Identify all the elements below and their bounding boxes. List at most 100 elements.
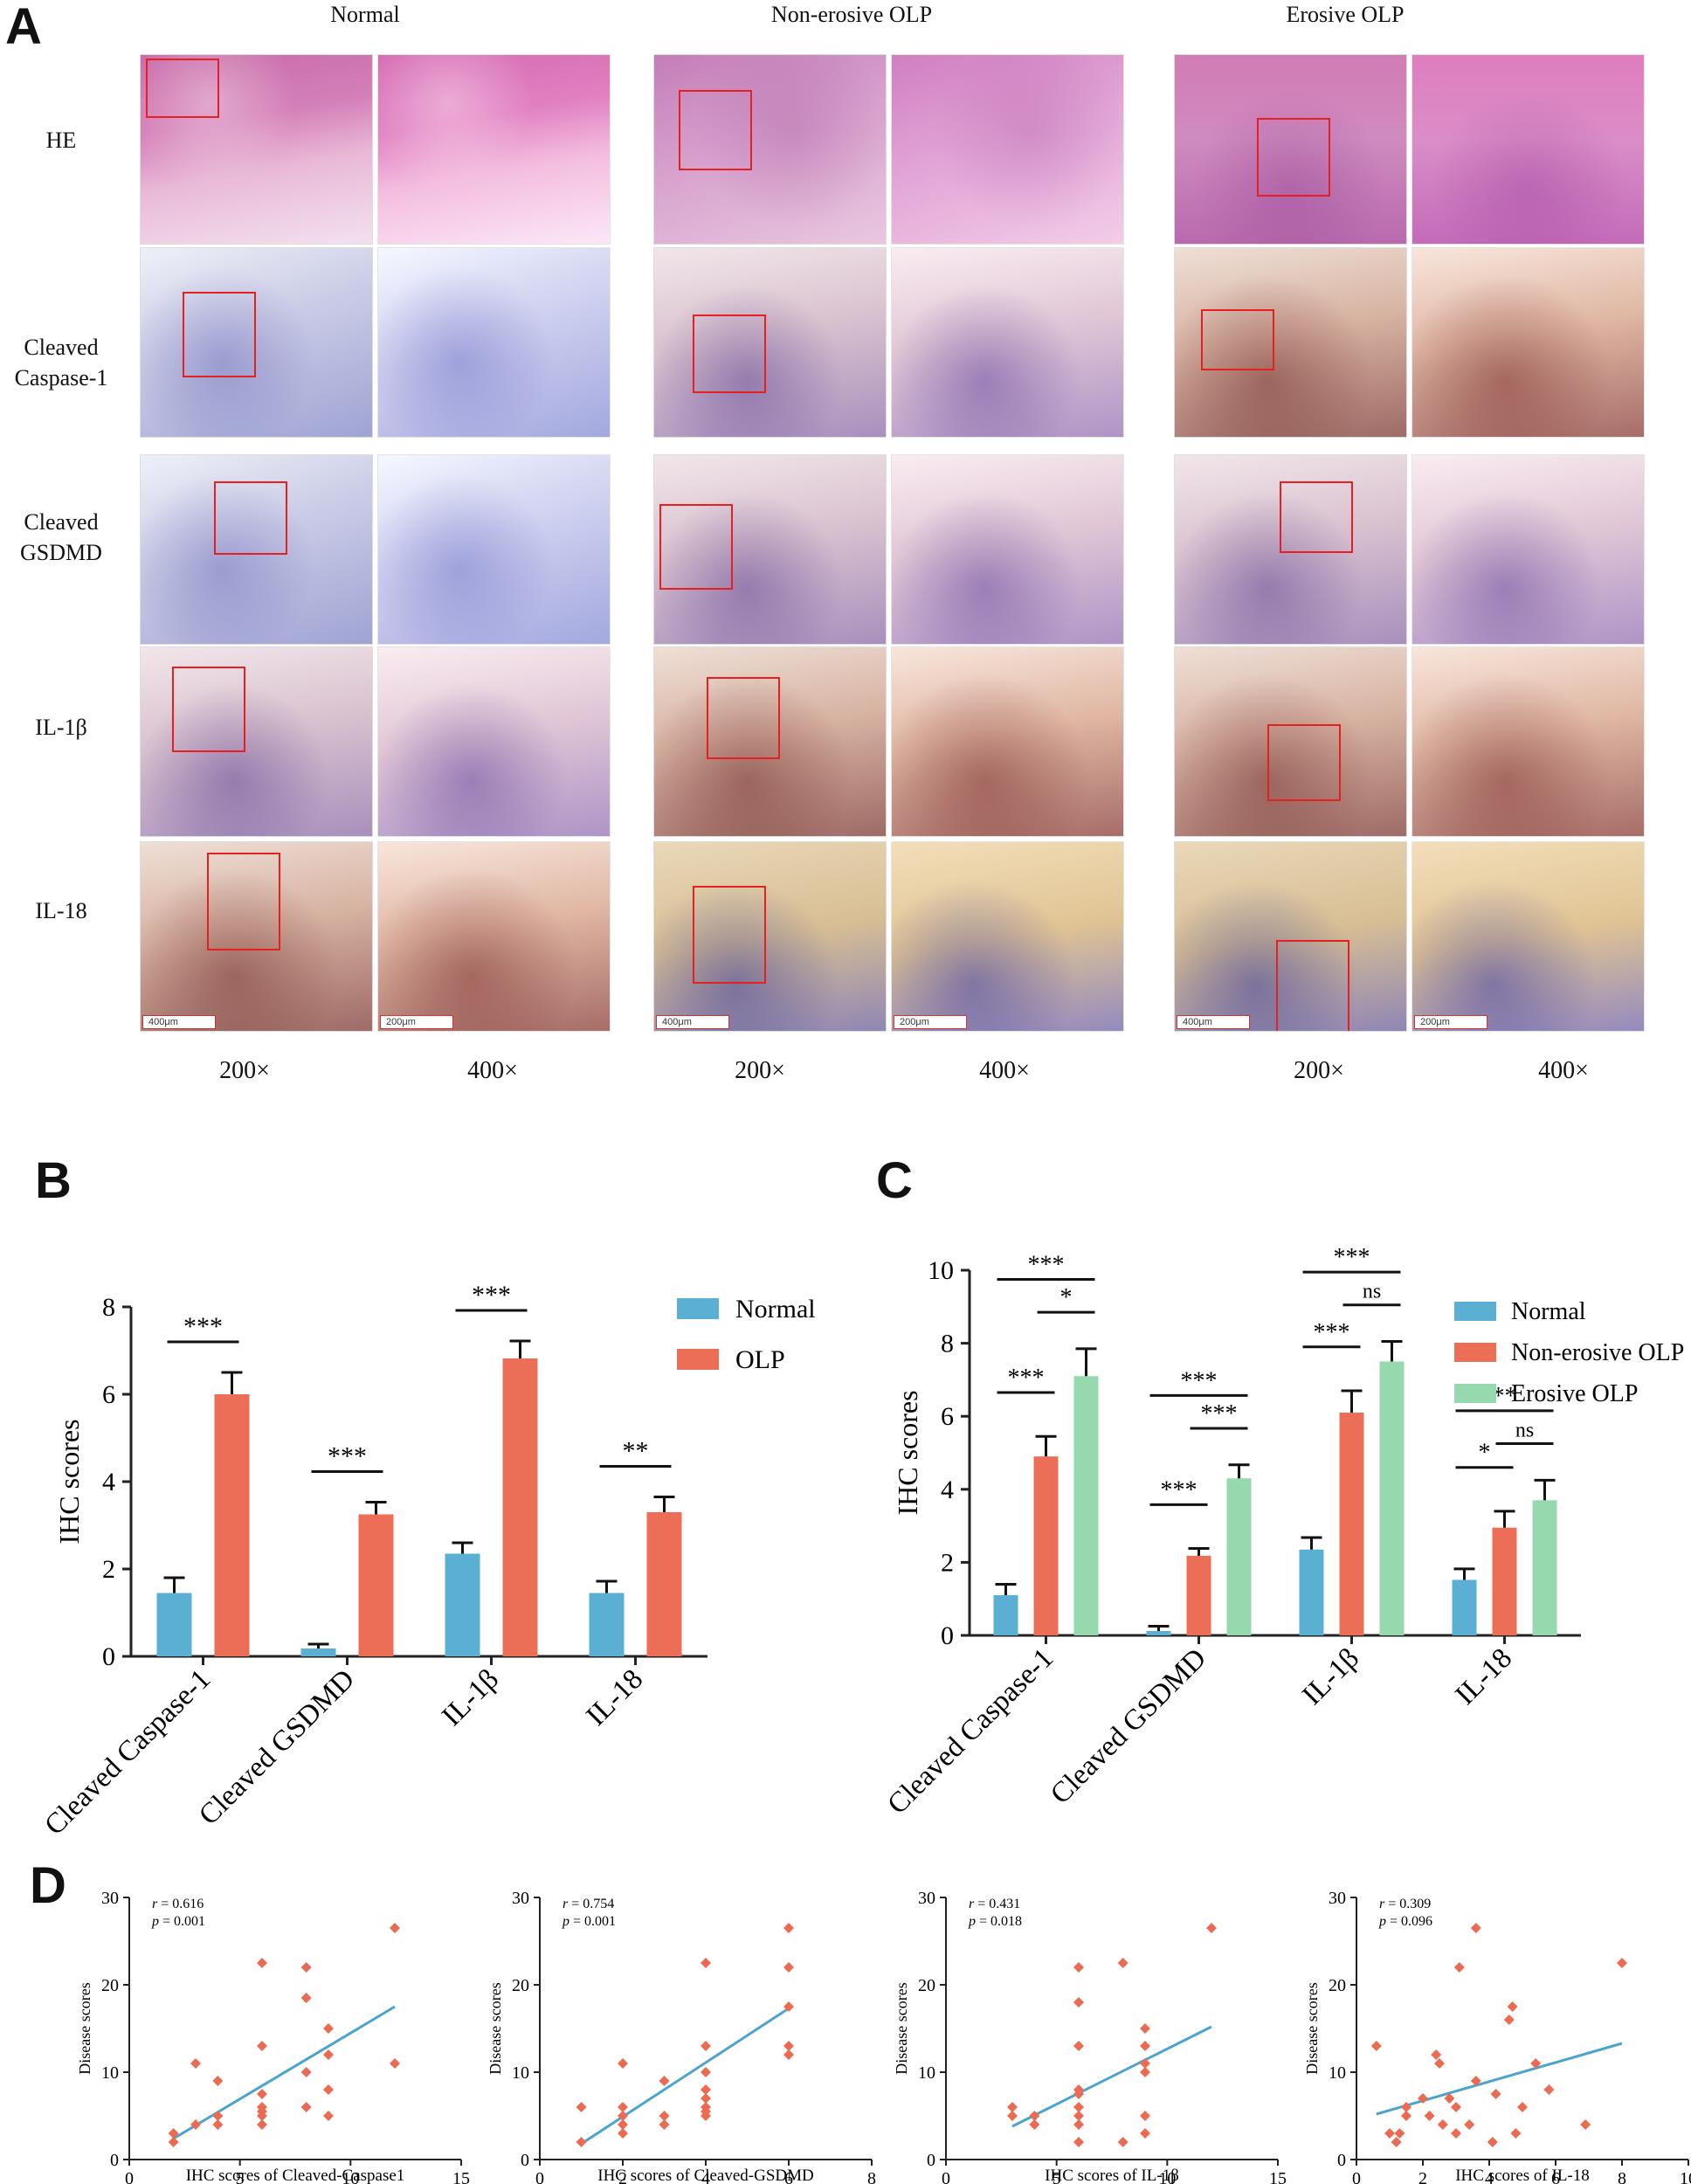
bar bbox=[214, 1394, 250, 1656]
r-statistic: r = 0.616 bbox=[152, 1897, 204, 1911]
zoom-region-box bbox=[1276, 940, 1349, 1031]
x-axis-label: IHC scores of Cleaved-Caspase1 bbox=[186, 2167, 405, 2184]
y-tick-label: 8 bbox=[941, 1330, 954, 1358]
zoom-region-box bbox=[183, 292, 256, 377]
data-point bbox=[1503, 2015, 1515, 2025]
data-point bbox=[618, 2128, 628, 2139]
data-point bbox=[576, 2137, 587, 2147]
data-point bbox=[1464, 2119, 1475, 2130]
y-tick-label: 2 bbox=[102, 1555, 115, 1584]
data-point bbox=[1370, 2041, 1382, 2051]
y-tick-label: 30 bbox=[512, 1889, 529, 1908]
data-point bbox=[701, 1958, 711, 1968]
r-statistic: r = 0.309 bbox=[1379, 1897, 1431, 1911]
data-point bbox=[1424, 2111, 1435, 2121]
significance-label: *** bbox=[183, 1312, 223, 1341]
p-statistic: p = 0.096 bbox=[1378, 1914, 1432, 1929]
zoom-region-box bbox=[659, 504, 733, 590]
bar bbox=[1226, 1478, 1252, 1635]
micrograph-400x bbox=[377, 247, 611, 438]
data-point bbox=[783, 2049, 794, 2060]
zoom-region-box bbox=[214, 481, 287, 555]
col-header-normal: Normal bbox=[330, 2, 400, 27]
data-point bbox=[257, 1958, 267, 1968]
bar bbox=[1299, 1549, 1324, 1635]
mag-label-erosive-200: 200× bbox=[1294, 1057, 1344, 1084]
micrograph-400x bbox=[891, 247, 1124, 438]
significance-label: * bbox=[1479, 1440, 1491, 1467]
data-point bbox=[659, 2111, 670, 2121]
data-point bbox=[1487, 2137, 1498, 2147]
mag-label-nonerosive-400: 400× bbox=[979, 1057, 1030, 1084]
bar bbox=[502, 1358, 538, 1656]
y-tick-label: 4 bbox=[941, 1476, 954, 1504]
significance-label: ns bbox=[1363, 1281, 1381, 1303]
regression-line bbox=[172, 2005, 396, 2140]
legend-label: Non-erosive OLP bbox=[1511, 1339, 1684, 1366]
data-point bbox=[1029, 2119, 1040, 2130]
data-point bbox=[1140, 2128, 1150, 2139]
significance-label: * bbox=[1060, 1284, 1073, 1311]
data-point bbox=[1437, 2119, 1448, 2130]
bar bbox=[1186, 1555, 1211, 1635]
x-tick-label: 0 bbox=[1352, 2169, 1361, 2184]
x-tick-label: 4 bbox=[1485, 2169, 1494, 2184]
data-point bbox=[1073, 1997, 1084, 2008]
legend-swatch bbox=[1454, 1302, 1496, 1321]
bar bbox=[1146, 1630, 1171, 1635]
significance-label: *** bbox=[1334, 1244, 1370, 1271]
significance-label: *** bbox=[1201, 1400, 1238, 1427]
data-point bbox=[618, 2119, 628, 2130]
data-point bbox=[1580, 2119, 1591, 2130]
data-point bbox=[212, 2076, 224, 2086]
y-tick-label: 0 bbox=[1337, 2151, 1346, 2170]
micrograph-200x: 400μm bbox=[140, 841, 373, 1032]
chart-d4: 0 10 20 30 0 2 4 6 8 10 Disease scores IHC scores o… bbox=[1303, 1889, 1691, 2184]
mag-label-normal-200: 200× bbox=[219, 1057, 270, 1084]
data-point bbox=[390, 2058, 400, 2069]
significance-label: *** bbox=[1181, 1367, 1218, 1394]
y-tick-label: 20 bbox=[918, 1976, 935, 1995]
data-point bbox=[300, 2067, 312, 2077]
data-point bbox=[190, 2119, 201, 2130]
data-point bbox=[659, 2076, 670, 2086]
y-tick-label: 4 bbox=[102, 1468, 115, 1496]
y-tick-label: 10 bbox=[918, 2063, 935, 2083]
micrograph-200x: 400μm bbox=[653, 841, 887, 1032]
data-point bbox=[257, 2041, 267, 2051]
data-point bbox=[1530, 2058, 1542, 2069]
data-point bbox=[1007, 2102, 1018, 2112]
y-tick-label: 6 bbox=[941, 1402, 954, 1431]
data-point bbox=[212, 2119, 224, 2130]
data-point bbox=[257, 2102, 267, 2112]
zoom-region-box bbox=[707, 677, 780, 759]
scalebar-200um: 200μm bbox=[894, 1015, 967, 1029]
data-point bbox=[1073, 2084, 1084, 2095]
y-axis-label: IHC scores bbox=[892, 1390, 923, 1515]
x-tick-label: 5 bbox=[1053, 2169, 1061, 2184]
y-tick-label: 20 bbox=[101, 1976, 119, 1995]
data-point bbox=[701, 2041, 711, 2051]
zoom-region-box bbox=[679, 90, 752, 170]
scalebar-400um: 400μm bbox=[142, 1015, 216, 1029]
data-point bbox=[300, 2102, 312, 2112]
zoom-region-box bbox=[1257, 118, 1330, 197]
data-point bbox=[212, 2111, 224, 2121]
data-point bbox=[1507, 2001, 1518, 2012]
data-point bbox=[323, 2049, 334, 2060]
x-tick-label: Cleaved Caspase-1 bbox=[882, 1642, 1060, 1821]
data-point bbox=[1029, 2111, 1040, 2121]
micrograph-200x bbox=[1174, 247, 1407, 438]
data-point bbox=[168, 2128, 179, 2139]
data-point bbox=[1391, 2137, 1402, 2147]
data-point bbox=[1140, 2023, 1150, 2034]
data-point bbox=[1451, 2128, 1461, 2139]
legend-label: OLP bbox=[735, 1345, 785, 1374]
panel-d-letter: D bbox=[30, 1857, 66, 1914]
data-point bbox=[1401, 2102, 1411, 2112]
x-tick-label: 8 bbox=[1618, 2169, 1626, 2184]
x-tick-label: 15 bbox=[452, 2169, 470, 2184]
scalebar-400um: 400μm bbox=[656, 1015, 729, 1029]
x-tick-label: Cleaved Caspase-1 bbox=[39, 1663, 217, 1842]
data-point bbox=[618, 2102, 628, 2112]
